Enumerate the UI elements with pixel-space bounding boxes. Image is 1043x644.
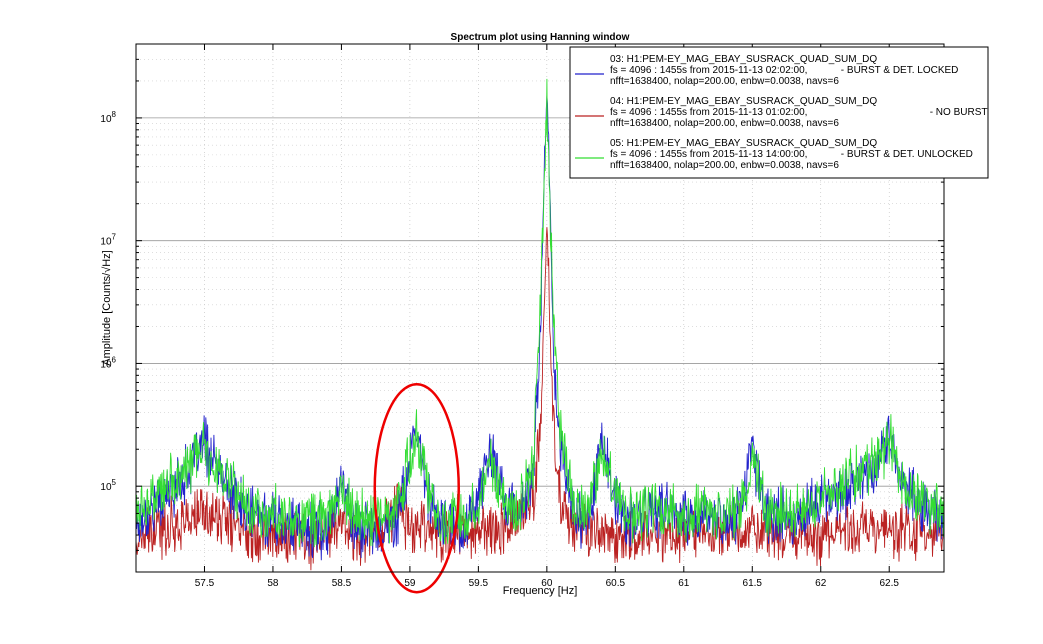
y-tick-exp: 7 bbox=[112, 233, 117, 242]
x-axis-label: Frequency [Hz] bbox=[503, 585, 578, 597]
legend-box bbox=[569, 46, 989, 179]
y-tick-base: 10 bbox=[100, 359, 112, 370]
y-tick-label: 105 bbox=[100, 478, 116, 493]
legend-series-detail: fs = 4096 : 1455s from 2015-11-13 01:02:… bbox=[610, 107, 987, 118]
x-axis-ticks: 57.5 58 58.5 59 59.5 60 60.5 61 61.5 62 62.5 bbox=[195, 44, 899, 589]
series-line-1 bbox=[135, 227, 945, 571]
x-tick-label: 60.5 bbox=[606, 578, 626, 589]
y-tick-exp: 6 bbox=[112, 355, 117, 364]
y-tick-exp: 8 bbox=[112, 110, 117, 119]
legend-series-name: 05: H1:PEM-EY_MAG_EBAY_SUSRACK_QUAD_SUM_… bbox=[610, 138, 877, 149]
y-tick-label: 106 bbox=[100, 355, 116, 370]
x-tick-label: 57.5 bbox=[195, 578, 215, 589]
series-lines bbox=[135, 78, 945, 571]
y-tick-label: 108 bbox=[100, 110, 116, 125]
plot-frame bbox=[135, 43, 945, 573]
y-tick-base: 10 bbox=[100, 114, 112, 125]
chart-title: Spectrum plot using Hanning window bbox=[451, 32, 630, 43]
legend-series-params: nfft=1638400, nolap=200.00, enbw=0.0038,… bbox=[610, 76, 839, 87]
annotation-layer bbox=[373, 382, 460, 594]
x-tick-label: 58 bbox=[267, 578, 279, 589]
highlight-ellipse bbox=[373, 382, 460, 594]
y-tick-exp: 5 bbox=[112, 478, 117, 487]
legend-series-name: 03: H1:PEM-EY_MAG_EBAY_SUSRACK_QUAD_SUM_… bbox=[610, 54, 877, 65]
series-line-0 bbox=[135, 95, 945, 561]
x-tick-label: 59.5 bbox=[469, 578, 489, 589]
legend-series-name: 04: H1:PEM-EY_MAG_EBAY_SUSRACK_QUAD_SUM_… bbox=[610, 96, 877, 107]
legend: 03: H1:PEM-EY_MAG_EBAY_SUSRACK_QUAD_SUM_… bbox=[569, 46, 989, 179]
legend-series-detail: fs = 4096 : 1455s from 2015-11-13 02:02:… bbox=[610, 65, 958, 76]
legend-series-detail: fs = 4096 : 1455s from 2015-11-13 14:00:… bbox=[610, 149, 973, 160]
x-tick-label: 62 bbox=[815, 578, 827, 589]
series-line-2 bbox=[135, 78, 945, 548]
y-tick-base: 10 bbox=[100, 482, 112, 493]
y-tick-label: 107 bbox=[100, 233, 116, 248]
x-tick-label: 61.5 bbox=[743, 578, 763, 589]
legend-series-params: nfft=1638400, nolap=200.00, enbw=0.0038,… bbox=[610, 160, 839, 171]
y-tick-base: 10 bbox=[100, 237, 112, 248]
x-tick-label: 61 bbox=[678, 578, 690, 589]
x-tick-label: 58.5 bbox=[332, 578, 352, 589]
y-axis-label: Amplitude [Counts/√Hz] bbox=[101, 250, 113, 365]
x-tick-label: 59 bbox=[404, 578, 416, 589]
legend-series-params: nfft=1638400, nolap=200.00, enbw=0.0038,… bbox=[610, 118, 839, 129]
x-tick-label: 62.5 bbox=[879, 578, 899, 589]
x-tick-label: 60 bbox=[541, 578, 553, 589]
